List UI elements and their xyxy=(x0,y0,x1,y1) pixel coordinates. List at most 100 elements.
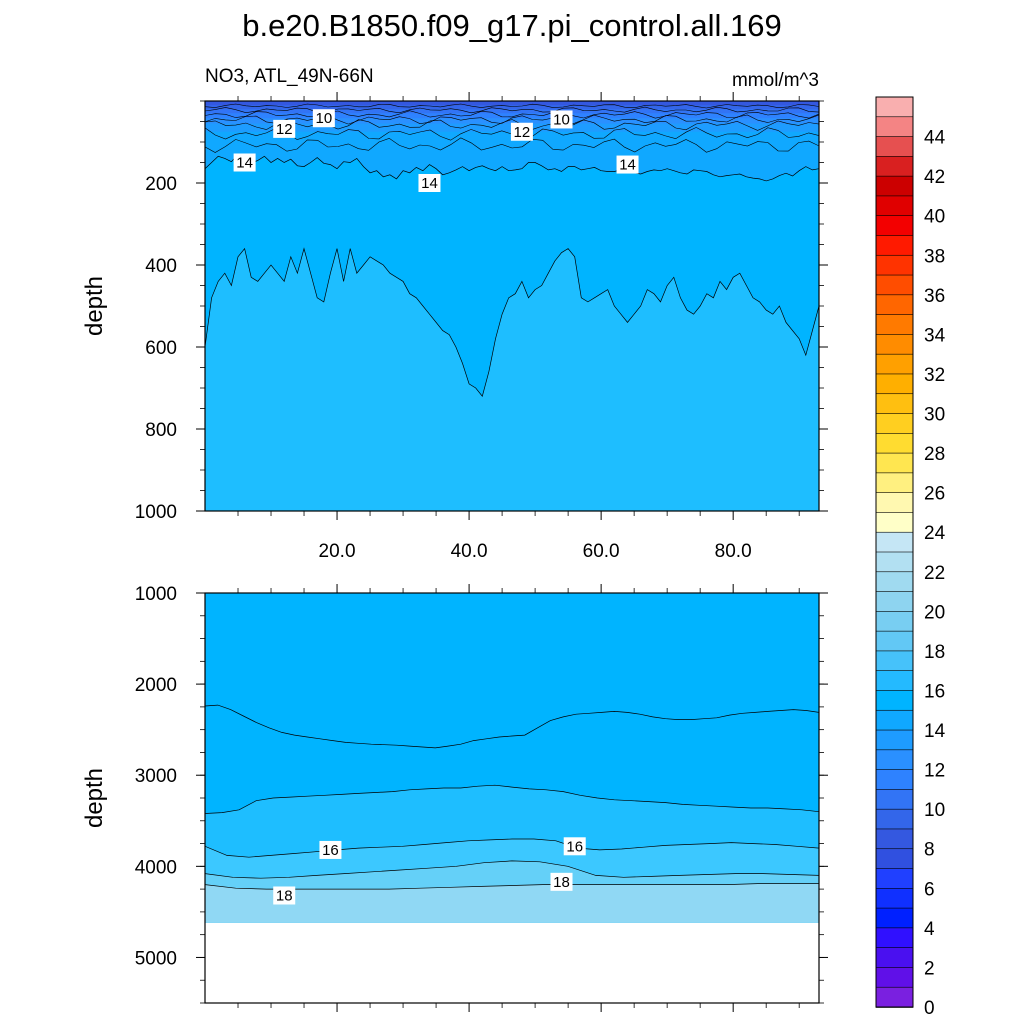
colorbar-swatch xyxy=(875,254,914,276)
colorbar-swatch xyxy=(875,452,914,474)
surface-contour-line-2 xyxy=(205,110,819,119)
svg-text:10: 10 xyxy=(553,111,570,128)
svg-text:12: 12 xyxy=(514,124,531,141)
svg-text:12: 12 xyxy=(276,121,293,138)
colorbar-swatch xyxy=(875,175,914,197)
svg-text:14: 14 xyxy=(619,157,636,174)
y-axis-label: depth xyxy=(81,276,108,336)
contour-line-16 xyxy=(205,784,819,814)
colorbar-label: 8 xyxy=(924,840,935,861)
colorbar-label: 0 xyxy=(924,998,935,1019)
y-tick-label: 400 xyxy=(145,256,177,277)
colorbar-label: 2 xyxy=(924,958,935,979)
colorbar-swatch xyxy=(875,986,914,1008)
contour-line-14 xyxy=(205,153,819,182)
x-tick-label: 80.0 xyxy=(715,541,752,562)
colorbar-swatch xyxy=(875,769,914,791)
y-tick-label: 200 xyxy=(145,174,177,195)
svg-text:18: 18 xyxy=(553,874,570,891)
colorbar-swatch xyxy=(875,274,914,296)
y-tick-label: 4000 xyxy=(135,857,177,878)
colorbar-swatch xyxy=(875,729,914,751)
colorbar-label: 12 xyxy=(924,761,945,782)
fill-band-4 xyxy=(205,118,819,125)
chart-units-label: mmol/m^3 xyxy=(732,70,819,91)
colorbar-label: 44 xyxy=(924,128,946,149)
colorbar-swatch xyxy=(875,215,914,237)
contour-label: 12 xyxy=(510,122,533,141)
colorbar-label: 26 xyxy=(924,484,945,505)
colorbar: 4442403836343230282624222018161412108642… xyxy=(875,96,946,1019)
contour-label: 16 xyxy=(319,840,342,859)
contour-label: 14 xyxy=(233,153,256,172)
colorbar-swatch xyxy=(875,373,914,395)
contour-fills xyxy=(205,593,819,923)
contour-line-15 xyxy=(205,704,819,749)
x-tick-label: 60.0 xyxy=(583,541,620,562)
colorbar-frame xyxy=(875,96,914,1008)
colorbar-label: 40 xyxy=(924,207,945,228)
svg-text:14: 14 xyxy=(421,175,438,192)
chart-subtitle-left: NO3, ATL_49N-66N xyxy=(205,66,374,87)
colorbar-swatch xyxy=(875,907,914,929)
contour-line-17 xyxy=(205,838,819,858)
contour-label: 10 xyxy=(550,110,573,129)
colorbar-swatch xyxy=(875,808,914,830)
colorbar-label: 18 xyxy=(924,642,945,663)
fill-band-0 xyxy=(205,101,819,107)
colorbar-swatch xyxy=(875,749,914,771)
y-tick-label: 1000 xyxy=(135,502,177,523)
colorbar-swatch xyxy=(875,195,914,217)
colorbar-swatch xyxy=(875,393,914,415)
surface-contour-line-3 xyxy=(205,114,819,125)
surface-contour-line-0 xyxy=(205,103,819,109)
colorbar-swatch xyxy=(875,413,914,435)
svg-text:16: 16 xyxy=(566,838,583,855)
y-tick-label: 600 xyxy=(145,338,177,359)
colorbar-swatch xyxy=(875,690,914,712)
svg-text:16: 16 xyxy=(322,842,339,859)
y-tick-label: 800 xyxy=(145,420,177,441)
colorbar-label: 4 xyxy=(924,919,935,940)
colorbar-label: 42 xyxy=(924,167,945,188)
colorbar-swatch xyxy=(875,492,914,514)
y-tick-label: 5000 xyxy=(135,948,177,969)
colorbar-label: 28 xyxy=(924,444,945,465)
svg-text:18: 18 xyxy=(276,887,293,904)
colorbar-label: 38 xyxy=(924,246,945,267)
contour-label: 10 xyxy=(312,109,335,128)
colorbar-swatch xyxy=(875,353,914,375)
svg-text:14: 14 xyxy=(236,155,253,172)
colorbar-swatch xyxy=(875,591,914,613)
colorbar-swatch xyxy=(875,828,914,850)
colorbar-swatch xyxy=(875,868,914,890)
colorbar-label: 36 xyxy=(924,286,945,307)
colorbar-swatch xyxy=(875,116,914,138)
y-tick-label: 2000 xyxy=(135,675,177,696)
x-tick-label: 40.0 xyxy=(451,541,488,562)
colorbar-label: 20 xyxy=(924,602,945,623)
colorbar-label: 6 xyxy=(924,879,935,900)
contour-fills xyxy=(205,101,819,511)
x-tick-label: 20.0 xyxy=(319,541,356,562)
colorbar-swatch xyxy=(875,551,914,573)
colorbar-swatch xyxy=(875,531,914,553)
colorbar-swatch xyxy=(875,670,914,692)
fill-region-18 xyxy=(205,883,819,923)
colorbar-swatch xyxy=(875,611,914,632)
colorbar-swatch xyxy=(875,789,914,810)
colorbar-swatch xyxy=(875,967,914,989)
colorbar-swatch xyxy=(875,571,914,593)
colorbar-label: 34 xyxy=(924,325,946,346)
y-axis-label: depth xyxy=(81,768,108,828)
colorbar-swatch xyxy=(875,433,914,454)
colorbar-label: 10 xyxy=(924,800,945,821)
colorbar-swatch xyxy=(875,156,914,177)
colorbar-swatch xyxy=(875,235,914,257)
fill-band-3 xyxy=(205,113,819,120)
surface-contour-line-6 xyxy=(205,137,819,153)
svg-text:10: 10 xyxy=(315,110,332,127)
y-tick-label: 3000 xyxy=(135,766,177,787)
colorbar-swatch xyxy=(875,136,914,158)
